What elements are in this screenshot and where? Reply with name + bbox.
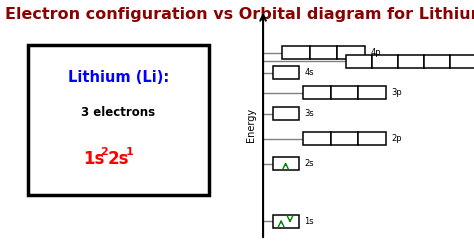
Bar: [372, 55, 398, 68]
Bar: [273, 66, 299, 79]
Bar: [273, 107, 299, 120]
Bar: [358, 86, 386, 99]
Bar: [273, 157, 299, 170]
Text: 3s: 3s: [304, 109, 314, 118]
Bar: [303, 86, 331, 99]
Bar: [346, 55, 372, 68]
Text: 3p: 3p: [392, 88, 402, 97]
Text: Electron configuration vs Orbital diagram for Lithium: Electron configuration vs Orbital diagra…: [5, 8, 474, 22]
Bar: [358, 132, 386, 145]
Bar: [282, 46, 310, 59]
Text: 2: 2: [100, 147, 108, 157]
Bar: [310, 46, 337, 59]
Text: 2p: 2p: [392, 134, 402, 143]
Text: Energy: Energy: [246, 108, 256, 142]
Text: Lithium (Li):: Lithium (Li):: [68, 70, 169, 86]
Bar: [303, 132, 331, 145]
Text: 2s: 2s: [108, 150, 129, 168]
Bar: [424, 55, 450, 68]
Bar: [337, 46, 365, 59]
Text: 2s: 2s: [304, 159, 314, 168]
Bar: [331, 86, 358, 99]
Bar: [28, 45, 209, 195]
Text: 1s: 1s: [304, 217, 314, 226]
Text: 4p: 4p: [370, 48, 381, 57]
Bar: [398, 55, 424, 68]
Text: 1s: 1s: [83, 150, 104, 168]
Text: 4s: 4s: [304, 68, 314, 77]
Bar: [273, 215, 299, 228]
Bar: [450, 55, 474, 68]
Text: 3 electrons: 3 electrons: [82, 106, 155, 119]
Bar: [331, 132, 358, 145]
Text: 1: 1: [126, 147, 133, 157]
